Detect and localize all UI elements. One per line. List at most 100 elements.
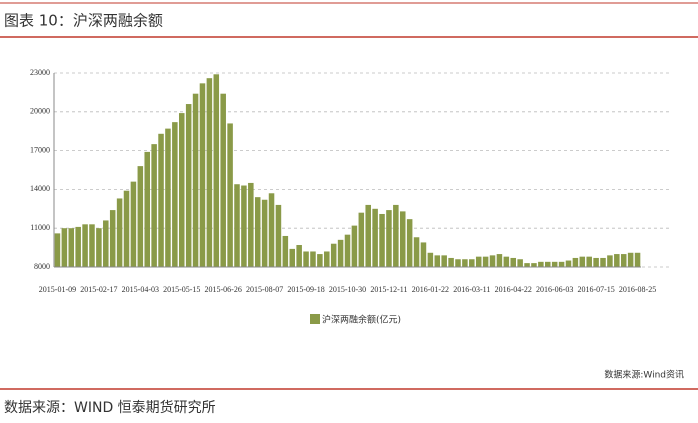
- bar: [531, 263, 537, 267]
- bar: [158, 133, 164, 267]
- bar: [489, 255, 496, 267]
- bar: [545, 261, 551, 267]
- bar: [96, 228, 102, 267]
- y-tick-label: 11000: [30, 223, 50, 232]
- bar: [620, 254, 627, 267]
- x-tick-label: 2015-05-15: [163, 285, 200, 294]
- bar: [241, 185, 247, 267]
- bar: [330, 243, 337, 267]
- bar: [565, 260, 572, 267]
- bar: [434, 255, 441, 267]
- bar: [462, 259, 468, 267]
- bar: [123, 190, 130, 267]
- footer-source: 数据来源：WIND 恒泰期货研究所: [4, 399, 216, 416]
- bar: [206, 78, 213, 267]
- bar: [579, 256, 586, 267]
- bar: [441, 255, 447, 267]
- bar: [614, 254, 620, 267]
- bar: [551, 261, 558, 267]
- bar: [82, 224, 88, 267]
- x-tick-label: 2016-01-22: [412, 285, 449, 294]
- y-tick-label: 20000: [30, 107, 50, 116]
- bar: [54, 233, 61, 267]
- x-tick-label: 2015-09-18: [287, 285, 324, 294]
- bar: [151, 144, 157, 267]
- bar: [116, 198, 123, 267]
- x-tick-label: 2016-04-22: [495, 285, 532, 294]
- bar: [213, 74, 220, 267]
- bar: [586, 256, 592, 267]
- y-tick-label: 14000: [30, 184, 50, 193]
- bar: [344, 234, 351, 267]
- x-tick-label: 2015-01-09: [39, 285, 76, 294]
- bar: [303, 251, 309, 267]
- bar: [220, 93, 226, 268]
- bar: [103, 220, 109, 267]
- bar: [365, 204, 371, 267]
- bar: [165, 128, 171, 267]
- bar: [379, 213, 385, 267]
- bar: [296, 245, 302, 267]
- y-tick-label: 23000: [30, 68, 50, 77]
- bar: [185, 104, 192, 267]
- bar: [420, 242, 427, 267]
- bar: [144, 151, 150, 267]
- bar: [75, 226, 81, 267]
- bar: [372, 208, 378, 267]
- bar: [268, 193, 275, 267]
- bar: [469, 259, 475, 267]
- bar: [248, 182, 254, 267]
- bar: [199, 83, 206, 267]
- bar: [358, 212, 365, 267]
- bar: [510, 257, 517, 267]
- bar: [310, 251, 316, 267]
- bar: [503, 256, 510, 267]
- bar: [172, 122, 178, 267]
- bar: [192, 93, 199, 268]
- bar: [282, 235, 289, 267]
- y-tick-label: 8000: [34, 262, 50, 271]
- bar: [386, 210, 392, 267]
- bar: [234, 184, 240, 267]
- x-tick-label: 2015-02-17: [80, 285, 117, 294]
- bar: [600, 257, 606, 267]
- bar: [538, 261, 544, 267]
- bar: [634, 252, 641, 267]
- bar: [61, 228, 68, 267]
- x-tick-label: 2016-07-15: [577, 285, 614, 294]
- bar: [558, 261, 565, 267]
- bar: [607, 255, 613, 267]
- bar: [427, 252, 434, 267]
- bar: [475, 256, 482, 267]
- bar: [572, 257, 579, 267]
- x-tick-label: 2015-04-03: [122, 285, 159, 294]
- bar: [496, 254, 503, 267]
- bar: [289, 248, 296, 267]
- legend-swatch: [310, 314, 320, 324]
- bar: [317, 254, 323, 267]
- x-tick-label: 2015-08-07: [246, 285, 283, 294]
- x-tick-label: 2016-08-25: [619, 285, 656, 294]
- bar: [406, 219, 413, 267]
- x-tick-label: 2015-10-30: [329, 285, 366, 294]
- bar: [399, 211, 406, 267]
- bar: [254, 197, 261, 267]
- bar: [178, 113, 185, 268]
- legend-label: 沪深两融余额(亿元): [322, 314, 401, 326]
- bar: [455, 259, 461, 267]
- bar: [68, 228, 75, 267]
- bar: [482, 256, 489, 267]
- y-tick-label: 17000: [30, 145, 50, 154]
- bar: [627, 252, 634, 267]
- bar: [524, 263, 530, 267]
- bar: [261, 199, 268, 267]
- bar: [89, 224, 95, 267]
- bar: [593, 257, 599, 267]
- x-tick-label: 2015-12-11: [370, 285, 407, 294]
- bar: [109, 210, 116, 267]
- header-title: 图表 10：沪深两融余额: [4, 12, 163, 30]
- bar: [227, 123, 233, 267]
- x-tick-label: 2015-06-26: [205, 285, 242, 294]
- bar: [130, 181, 137, 267]
